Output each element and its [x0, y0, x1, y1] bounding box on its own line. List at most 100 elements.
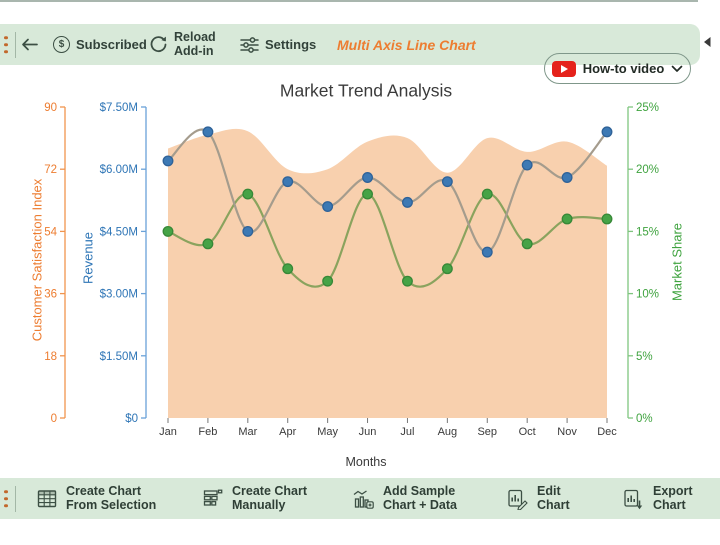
back-arrow-icon [22, 38, 38, 51]
reload-label-line1: Reload [174, 30, 216, 44]
reload-icon [150, 36, 167, 53]
button-label: Create Chart [66, 484, 142, 498]
revenue-tick-label: $4.50M [100, 226, 138, 238]
x-axis-label: Aug [438, 426, 458, 438]
revenue-point [521, 159, 533, 171]
x-axis-label: Dec [597, 426, 617, 438]
collapse-left-arrow-icon [704, 37, 711, 47]
button-label: Create Chart [232, 484, 308, 498]
create-chart-from-selection-button[interactable]: Create Chart From Selection [36, 478, 156, 519]
button-label: Add Sample [383, 484, 456, 498]
subscribed-button[interactable]: $ Subscribed [53, 24, 147, 65]
x-axis-label: Jul [400, 426, 414, 438]
market-share-point [521, 238, 533, 250]
revenue-axis-title: Revenue [80, 231, 96, 285]
button-label: Export [653, 484, 693, 498]
market-share-point [162, 225, 174, 237]
revenue-point [601, 126, 613, 138]
market_share-tick-label: 10% [636, 289, 659, 301]
market_share-tick-label: 20% [636, 164, 659, 176]
market_share-tick-label: 25% [636, 102, 659, 114]
x-axis-label: Mar [238, 426, 257, 438]
edit-chart-button[interactable]: Edit Chart [506, 478, 570, 519]
revenue-point [561, 172, 573, 183]
x-axis-label: Jun [359, 426, 377, 438]
bottom-toolbar: Create Chart From Selection Create Chart… [0, 478, 720, 519]
x-axis-label: Jan [159, 426, 177, 438]
market-share-point [601, 213, 613, 225]
edit-chart-icon [508, 489, 528, 510]
revenue-tick-label: $0 [125, 413, 138, 425]
market_share-tick-label: 5% [636, 351, 653, 363]
csi-axis-title: Customer Satisfaction Index [29, 178, 45, 342]
market-share-point [481, 188, 493, 200]
back-button[interactable] [21, 24, 38, 65]
market-share-point [202, 238, 214, 250]
reload-addin-button[interactable]: Reload Add-in [149, 24, 216, 65]
sample-chart-icon [353, 489, 374, 509]
revenue-point [242, 225, 254, 237]
settings-label: Settings [265, 37, 317, 52]
csi-tick-label: 54 [44, 226, 57, 238]
reload-label-line2: Add-in [174, 43, 214, 58]
revenue-tick-label: $3.00M [100, 289, 138, 301]
market-share-point [242, 188, 254, 200]
collapse-panel-button[interactable] [702, 35, 714, 49]
add-sample-chart-data-button[interactable]: Add Sample Chart + Data [352, 478, 457, 519]
x-axis-label: Sep [477, 426, 497, 438]
export-chart-button[interactable]: Export Chart [622, 478, 693, 519]
revenue-point [441, 176, 453, 188]
market-share-point [322, 275, 334, 287]
market-share-point [561, 213, 573, 225]
how-to-video-button[interactable]: How-to video [544, 53, 691, 84]
x-axis-label: Oct [519, 426, 536, 438]
button-label: From Selection [66, 497, 157, 512]
x-axis-label: Nov [557, 426, 577, 438]
market-share-point [282, 263, 294, 275]
top-toolbar: $ Subscribed Reload Add-in Settings Mult… [0, 24, 700, 84]
market-share-point [441, 263, 453, 275]
revenue-point [481, 246, 493, 258]
button-label: Edit [537, 484, 561, 498]
revenue-point [162, 155, 174, 167]
export-chart-icon [624, 489, 643, 509]
x-axis-label: Apr [279, 426, 296, 438]
chevron-down-icon [671, 65, 683, 72]
window-top-edge [0, 0, 698, 2]
drag-handle-icon[interactable] [4, 35, 8, 54]
market-share-axis-title: Market Share [669, 222, 685, 302]
market_share-tick-label: 15% [636, 226, 659, 238]
csi-area-series [168, 128, 607, 418]
revenue-point [322, 201, 334, 212]
csi-tick-label: 90 [44, 102, 57, 114]
button-label: Chart + Data [383, 497, 457, 512]
revenue-tick-label: $6.00M [100, 164, 138, 176]
csi-tick-label: 36 [44, 289, 57, 301]
revenue-point [402, 196, 413, 208]
csi-tick-label: 0 [51, 413, 57, 425]
settings-button[interactable]: Settings [240, 24, 316, 65]
create-chart-manually-button[interactable]: Create Chart Manually [202, 478, 307, 519]
market_share-tick-label: 0% [636, 413, 653, 425]
revenue-tick-label: $7.50M [100, 102, 138, 114]
drag-handle-icon[interactable] [4, 489, 8, 508]
revenue-point [362, 172, 373, 183]
csi-tick-label: 18 [44, 351, 57, 363]
toolbar-divider [15, 31, 16, 58]
market-share-point [362, 188, 373, 200]
table-grid-icon [37, 489, 57, 507]
x-axis-label: May [317, 426, 338, 438]
table-build-icon [203, 489, 223, 506]
how-to-video-label: How-to video [582, 61, 665, 76]
chart-title: Market Trend Analysis [279, 80, 453, 101]
x-axis-title: Months [345, 455, 387, 469]
market-share-point [402, 275, 413, 287]
button-label: Manually [232, 497, 286, 512]
dollar-icon: $ [53, 36, 70, 53]
youtube-play-icon [551, 60, 576, 77]
revenue-point [282, 176, 294, 188]
revenue-tick-label: $1.50M [100, 351, 138, 363]
subscribed-label: Subscribed [76, 37, 147, 52]
csi-tick-label: 72 [44, 164, 57, 176]
